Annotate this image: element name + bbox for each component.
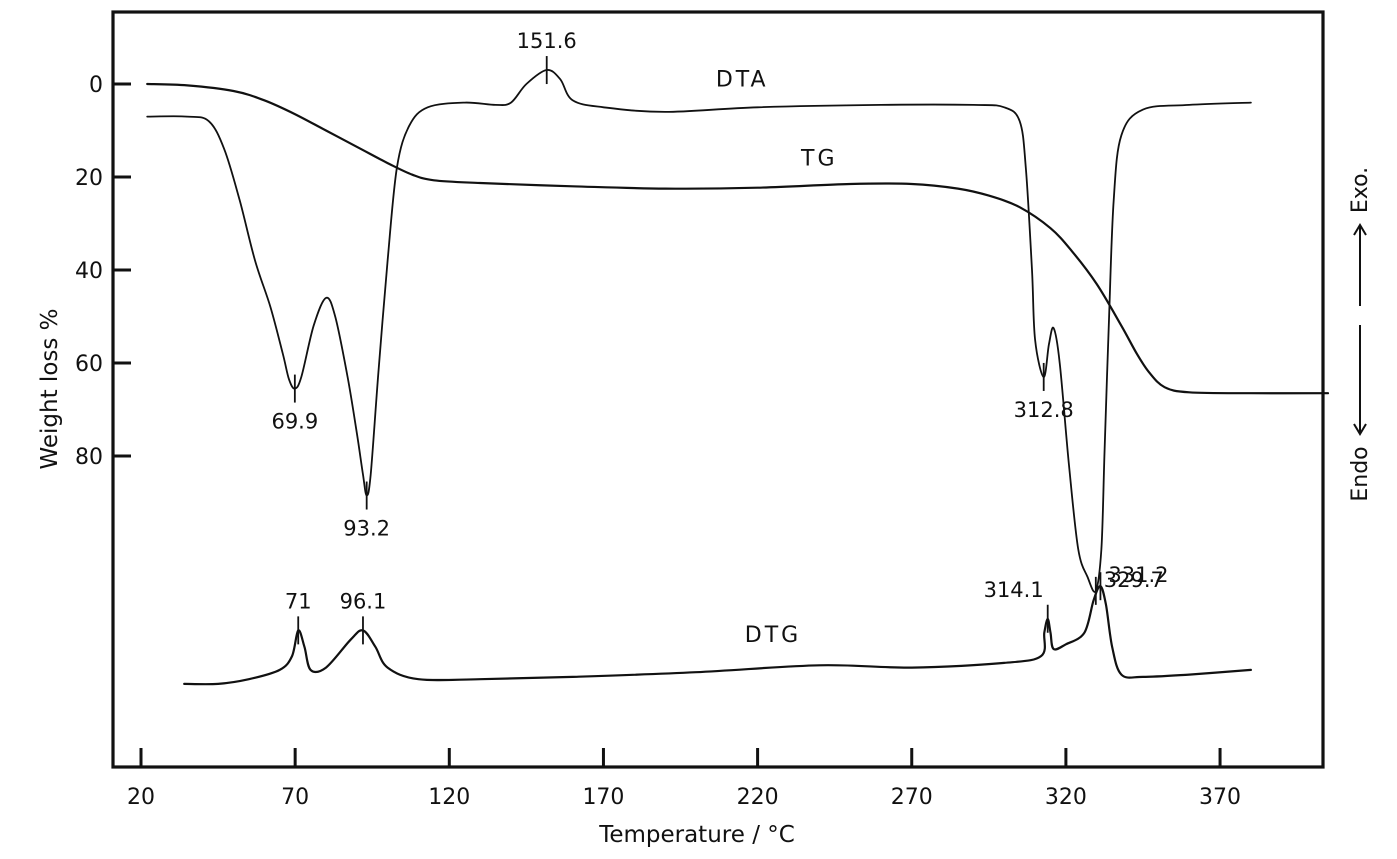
y-axis-label: Weight loss %: [37, 308, 63, 469]
peak-label: 331.2: [1108, 563, 1168, 587]
peak-label: 96.1: [340, 589, 387, 613]
exo-label: Exo.: [1348, 167, 1373, 213]
y-tick-label: 0: [89, 73, 103, 98]
x-tick-label: 370: [1199, 785, 1241, 810]
x-tick-label: 270: [891, 785, 933, 810]
x-tick-label: 20: [127, 785, 155, 810]
peak-label: 93.2: [343, 517, 390, 541]
x-tick-label: 220: [737, 785, 779, 810]
curve-label-dta: DTA: [716, 67, 769, 92]
y-tick-label: 20: [75, 166, 103, 191]
peak-label: 314.1: [984, 578, 1044, 602]
endo-label: Endo: [1348, 446, 1373, 501]
curve-label-tg: TG: [800, 146, 838, 171]
peak-label: 71: [285, 589, 312, 613]
endo-arrowhead-icon: [1353, 423, 1367, 436]
y-tick-label: 80: [75, 445, 103, 470]
peak-label: 312.8: [1014, 398, 1074, 422]
peak-annotations: 151.6 69.9 93.2 312.8 329.7 71 96.1 314.1 331.2: [271, 29, 1169, 645]
x-tick-label: 120: [428, 785, 470, 810]
plot-border: [111, 10, 1325, 769]
curve-dta: [146, 69, 1252, 593]
plot-frame: [111, 10, 1325, 769]
curve-tg: [146, 82, 1330, 395]
y-axis: 0 20 40 60 80: [75, 73, 131, 470]
exo-arrowhead-icon: [1353, 223, 1367, 236]
y-tick-label: 60: [75, 352, 103, 377]
x-axis-label: Temperature / °C: [598, 822, 795, 848]
x-axis: 20 70 120 170 220 270 320 370: [127, 748, 1241, 810]
y-tick-label: 40: [75, 259, 103, 284]
peak-label: 69.9: [271, 410, 318, 434]
peak-label: 151.6: [517, 29, 577, 53]
x-tick-label: 70: [281, 785, 309, 810]
x-tick-label: 170: [582, 785, 624, 810]
curve-label-dtg: DTG: [745, 623, 801, 648]
exo-endo-indicator: Exo. Endo: [1348, 167, 1373, 502]
peak-label: 329.7: [1104, 568, 1164, 592]
x-tick-label: 320: [1045, 785, 1087, 810]
